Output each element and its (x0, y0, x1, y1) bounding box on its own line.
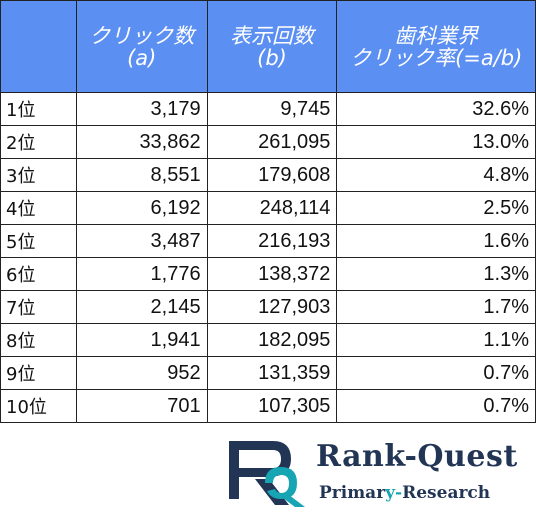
data-table-container: クリック数 (a) 表示回数 (b) 歯科業界 クリック率(=a/b) 1位 3… (0, 0, 536, 423)
click-rate-table: クリック数 (a) 表示回数 (b) 歯科業界 クリック率(=a/b) 1位 3… (0, 0, 536, 423)
rq-logo-mark-icon (229, 441, 305, 507)
table-row: 9位 952 131,359 0.7% (0, 356, 536, 390)
impressions-cell: 182,095 (206, 323, 338, 357)
ctr-cell: 4.8% (336, 158, 536, 192)
brand-name: Rank-Quest (316, 439, 518, 474)
impressions-cell: 127,903 (206, 290, 338, 324)
table-row: 6位 1,776 138,372 1.3% (0, 257, 536, 291)
table-row: 4位 6,192 248,114 2.5% (0, 191, 536, 225)
ctr-cell: 1.6% (336, 224, 536, 258)
header-impressions: 表示回数 (b) (206, 0, 338, 93)
clicks-cell: 6,192 (75, 191, 208, 225)
clicks-cell: 1,776 (75, 257, 208, 291)
clicks-cell: 8,551 (75, 158, 208, 192)
ctr-cell: 13.0% (336, 125, 536, 159)
impressions-cell: 138,372 (206, 257, 338, 291)
clicks-cell: 3,179 (75, 92, 208, 126)
clicks-cell: 1,941 (75, 323, 208, 357)
table-row: 10位 701 107,305 0.7% (0, 389, 536, 423)
clicks-cell: 952 (75, 356, 208, 390)
clicks-cell: 33,862 (75, 125, 208, 159)
rank-quest-logo: Rank-Quest Primary-Research (225, 437, 530, 509)
rank-cell: 1位 (0, 92, 77, 126)
rank-cell: 2位 (0, 125, 77, 159)
rank-cell: 9位 (0, 356, 77, 390)
rank-cell: 3位 (0, 158, 77, 192)
header-clicks-line1: クリック数 (89, 23, 195, 48)
ctr-cell: 32.6% (336, 92, 536, 126)
brand-name-part1: Rank- (316, 439, 418, 474)
table-row: 5位 3,487 216,193 1.6% (0, 224, 536, 258)
impressions-cell: 261,095 (206, 125, 338, 159)
impressions-cell: 9,745 (206, 92, 338, 126)
header-impressions-line1: 表示回数 (230, 23, 315, 48)
impressions-cell: 248,114 (206, 191, 338, 225)
ctr-cell: 1.7% (336, 290, 536, 324)
header-ctr-line2: クリック率(=a/b) (350, 45, 523, 70)
clicks-cell: 2,145 (75, 290, 208, 324)
impressions-cell: 179,608 (206, 158, 338, 192)
header-clicks-line2: (a) (127, 45, 157, 70)
brand-subtitle-part1: Primar (319, 483, 386, 503)
rank-cell: 4位 (0, 191, 77, 225)
rank-cell: 8位 (0, 323, 77, 357)
header-clicks: クリック数 (a) (75, 0, 208, 93)
rank-cell: 10位 (0, 389, 77, 423)
table-row: 8位 1,941 182,095 1.1% (0, 323, 536, 357)
brand-subtitle-part3: Research (402, 483, 491, 503)
ctr-cell: 2.5% (336, 191, 536, 225)
table-row: 1位 3,179 9,745 32.6% (0, 92, 536, 126)
table-row: 7位 2,145 127,903 1.7% (0, 290, 536, 324)
impressions-cell: 216,193 (206, 224, 338, 258)
rank-cell: 5位 (0, 224, 77, 258)
clicks-cell: 3,487 (75, 224, 208, 258)
brand-subtitle-part2: y- (385, 483, 403, 503)
rank-cell: 7位 (0, 290, 77, 324)
ctr-cell: 1.1% (336, 323, 536, 357)
table-header-row: クリック数 (a) 表示回数 (b) 歯科業界 クリック率(=a/b) (0, 0, 536, 93)
brand-subtitle: Primary-Research (319, 483, 490, 503)
ctr-cell: 1.3% (336, 257, 536, 291)
ctr-cell: 0.7% (336, 356, 536, 390)
clicks-cell: 701 (75, 389, 208, 423)
header-rank (0, 0, 77, 93)
header-impressions-line2: (b) (257, 45, 287, 70)
ctr-cell: 0.7% (336, 389, 536, 423)
table-row: 2位 33,862 261,095 13.0% (0, 125, 536, 159)
impressions-cell: 107,305 (206, 389, 338, 423)
header-ctr: 歯科業界 クリック率(=a/b) (336, 0, 536, 93)
brand-name-part2: Quest (417, 439, 518, 474)
header-ctr-line1: 歯科業界 (394, 23, 479, 48)
impressions-cell: 131,359 (206, 356, 338, 390)
table-row: 3位 8,551 179,608 4.8% (0, 158, 536, 192)
rank-cell: 6位 (0, 257, 77, 291)
